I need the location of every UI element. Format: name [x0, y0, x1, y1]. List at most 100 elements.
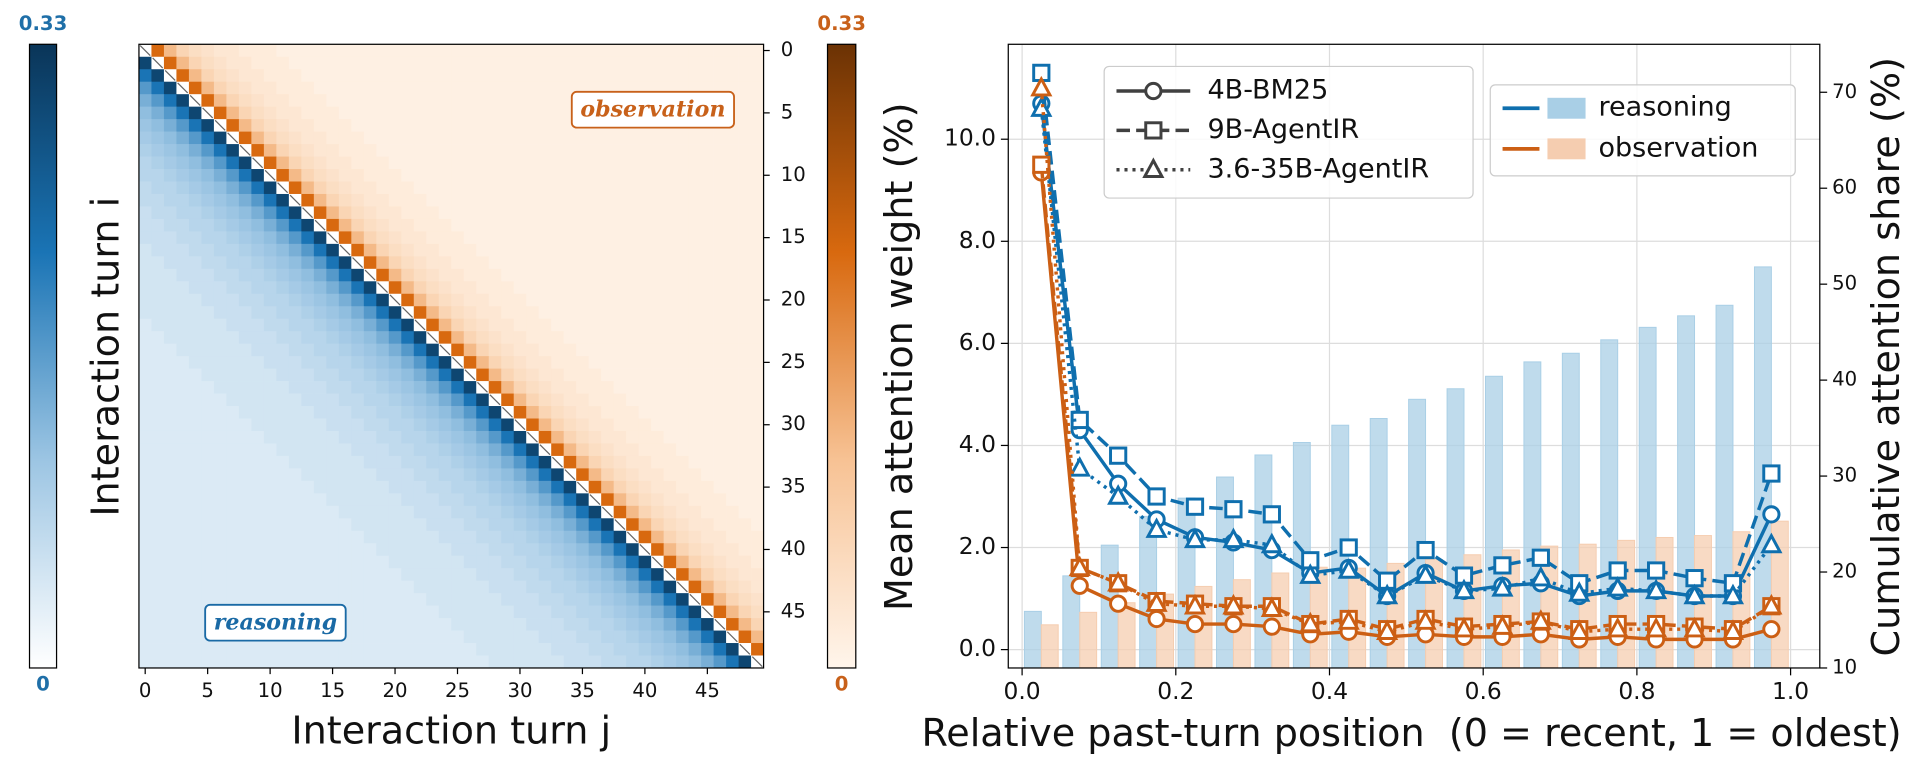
reasoning-cell — [163, 144, 177, 157]
observation-cell — [513, 318, 527, 332]
observation-cell — [713, 530, 727, 544]
observation-cell — [713, 293, 727, 307]
reasoning-cell — [338, 268, 352, 282]
reasoning-cell — [401, 493, 415, 507]
reasoning-cell — [501, 518, 515, 532]
observation-cell — [401, 81, 415, 95]
reasoning-cell — [188, 643, 202, 656]
reasoning-cell — [263, 218, 277, 232]
reasoning-cell — [263, 418, 277, 432]
observation-cell — [313, 169, 327, 182]
observation-cell — [651, 530, 665, 544]
reasoning-cell — [463, 643, 477, 656]
reasoning-cell — [551, 580, 565, 594]
reasoning-cell — [426, 356, 440, 369]
observation-cell — [713, 44, 727, 58]
observation-cell — [401, 44, 415, 58]
observation-cell — [713, 169, 727, 182]
reasoning-cell — [238, 468, 252, 482]
reasoning-cell — [151, 343, 165, 357]
reasoning-cell — [213, 381, 227, 394]
observation-cell — [313, 94, 327, 108]
observation-cell — [663, 493, 677, 507]
observation-cell — [626, 69, 640, 83]
observation-cell — [301, 131, 315, 145]
y-tick-label: 40 — [781, 537, 806, 560]
reasoning-cell — [538, 555, 552, 569]
observation-cell — [638, 393, 652, 407]
reasoning-cell — [213, 169, 227, 182]
observation-cell — [726, 356, 739, 369]
reasoning-cell — [288, 381, 302, 394]
reasoning-cell — [601, 543, 615, 557]
observation-cell — [438, 193, 452, 207]
observation-cell — [601, 281, 615, 295]
observation-cell — [426, 44, 440, 58]
observation-cell — [326, 56, 340, 70]
reasoning-cell — [501, 480, 515, 494]
x-tick-label: 0 — [139, 679, 152, 702]
reasoning-cell — [251, 343, 265, 357]
reasoning-cell — [201, 480, 215, 494]
reasoning-cell — [388, 318, 402, 332]
observation-cell — [401, 94, 415, 108]
observation-cell — [451, 343, 465, 357]
reasoning-cell — [401, 618, 415, 631]
reasoning-cell — [426, 655, 440, 669]
observation-cell — [588, 256, 602, 270]
observation-cell — [676, 455, 689, 469]
observation-cell — [751, 81, 764, 95]
observation-cell — [488, 318, 502, 332]
reasoning-cell — [701, 630, 714, 644]
observation-cell — [451, 44, 465, 58]
reasoning-cell — [188, 144, 202, 157]
reasoning-cell — [326, 343, 340, 357]
observation-cell — [601, 206, 615, 220]
reasoning-cell — [251, 480, 265, 494]
observation-cell — [626, 306, 640, 320]
reasoning-cell — [413, 493, 427, 507]
reasoning-cell — [638, 605, 652, 619]
x-tick-label: 0.4 — [1311, 677, 1348, 705]
observation-cell — [738, 331, 752, 345]
observation-cell — [363, 144, 377, 157]
observation-cell — [576, 181, 590, 195]
observation-cell — [538, 144, 552, 157]
reasoning-cell — [463, 393, 477, 407]
reasoning-cell — [338, 455, 352, 469]
reasoning-cell — [376, 306, 390, 320]
reasoning-cell — [263, 555, 277, 569]
reasoning-cell — [188, 655, 202, 669]
observation-cell — [626, 293, 640, 307]
legend-label: 9B-AgentIR — [1207, 114, 1359, 145]
reasoning-cell — [138, 119, 152, 132]
reasoning-cell — [351, 418, 365, 432]
reasoning-cell — [401, 381, 415, 394]
observation-cell — [663, 318, 677, 332]
reasoning-cell — [538, 655, 552, 669]
reasoning-cell — [276, 580, 290, 594]
observation-cell — [588, 480, 602, 494]
reasoning-cell — [388, 518, 402, 532]
observation-cell — [676, 381, 689, 394]
observation-cell — [526, 281, 540, 295]
observation-cell — [488, 256, 502, 270]
observation-cell — [501, 193, 515, 207]
reasoning-cell — [238, 331, 252, 345]
observation-cell — [401, 231, 415, 245]
observation-cell — [388, 169, 402, 182]
reasoning-cell — [276, 268, 290, 282]
diagonal-hatch — [589, 494, 601, 506]
diagonal-hatch — [189, 94, 201, 106]
observation-cell — [751, 530, 764, 544]
reasoning-cell — [138, 306, 152, 320]
point — [1376, 619, 1399, 640]
reasoning-cell — [188, 368, 202, 382]
observation-cell — [526, 256, 540, 270]
bar — [1617, 539, 1636, 669]
observation-cell — [601, 44, 615, 58]
observation-cell — [688, 144, 702, 157]
reasoning-cell — [388, 468, 402, 482]
reasoning-cell — [213, 368, 227, 382]
reasoning-cell — [413, 630, 427, 644]
